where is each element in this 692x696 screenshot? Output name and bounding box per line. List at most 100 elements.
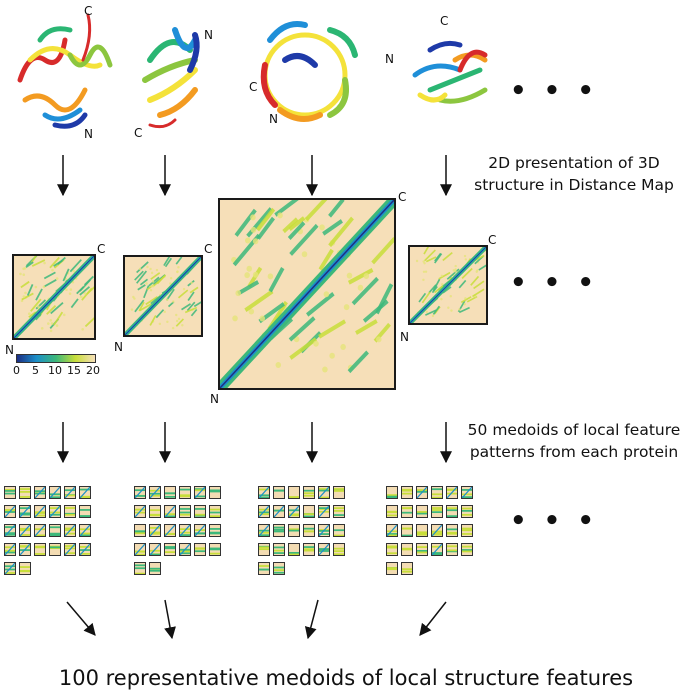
medoid-tile [79, 543, 91, 556]
medoid-tile [288, 543, 300, 556]
medoid-tile [179, 543, 191, 556]
medoid-tile [386, 524, 398, 537]
medoid-tile [258, 562, 270, 575]
medoid-tile [273, 543, 285, 556]
medoid-tile [209, 486, 221, 499]
distance-map-3 [218, 198, 396, 390]
medoid-tile [49, 524, 61, 537]
medoid-tile [318, 524, 330, 537]
medoid-tile [273, 505, 285, 518]
ellipsis-row-3: • • • [510, 506, 598, 536]
medoid-tile [194, 524, 206, 537]
medoid-tile [49, 486, 61, 499]
medoid-tile [446, 524, 458, 537]
caption-medoids: 50 medoids of local feature patterns fro… [467, 421, 681, 461]
medoid-tile [179, 524, 191, 537]
medoid-tile [4, 505, 16, 518]
medoid-grid-3 [258, 486, 354, 580]
medoid-tile [209, 543, 221, 556]
medoid-tile [416, 524, 428, 537]
medoid-tile [333, 524, 345, 537]
medoid-tile [79, 505, 91, 518]
medoid-tile [4, 562, 16, 575]
colorbar-tick: 10 [48, 364, 62, 377]
medoid-tile [431, 543, 443, 556]
medoid-tile [273, 486, 285, 499]
medoid-tile [386, 543, 398, 556]
medoid-tile [401, 524, 413, 537]
medoid-tile [149, 505, 161, 518]
medoid-tile [64, 486, 76, 499]
protein-2-ribbon [142, 27, 200, 129]
medoid-tile [4, 543, 16, 556]
map-1-n-label: N [5, 343, 14, 357]
caption-distance-map: 2D presentation of 3D structure in Dista… [474, 154, 674, 194]
final-caption: 100 representative medoids of local stru… [58, 666, 634, 690]
distance-map-2 [123, 255, 203, 337]
medoid-tile [134, 524, 146, 537]
medoid-tile [164, 543, 176, 556]
medoid-tile [446, 543, 458, 556]
medoid-tile [416, 505, 428, 518]
medoid-tile [386, 505, 398, 518]
medoid-tile [273, 524, 285, 537]
colorbar-tick: 20 [86, 364, 100, 377]
medoid-tile [134, 543, 146, 556]
protein-3-n-label: N [269, 112, 278, 126]
map-1-c-label: C [97, 242, 106, 256]
medoid-tile [273, 562, 285, 575]
medoid-tile [333, 543, 345, 556]
medoid-tile [318, 486, 330, 499]
medoid-tile [401, 505, 413, 518]
map-4-c-label: C [488, 233, 497, 247]
medoid-tile [194, 486, 206, 499]
protein-2-c-label: C [134, 126, 143, 140]
medoid-tile [303, 505, 315, 518]
medoid-tile [79, 524, 91, 537]
medoid-tile [19, 562, 31, 575]
medoid-tile [333, 486, 345, 499]
colorbar-tick: 15 [67, 364, 81, 377]
medoid-tile [288, 505, 300, 518]
map-3-c-label: C [398, 190, 407, 204]
medoid-tile [209, 505, 221, 518]
medoid-tile [64, 505, 76, 518]
medoid-tile [258, 543, 270, 556]
medoid-tile [194, 543, 206, 556]
ellipsis-row-1: • • • [510, 76, 598, 106]
medoid-tile [34, 505, 46, 518]
medoid-tile [149, 562, 161, 575]
medoid-tile [4, 524, 16, 537]
colorbar-tick: 5 [32, 364, 39, 377]
medoid-tile [416, 543, 428, 556]
arrow-diag-3 [304, 599, 319, 640]
colorbar-tick: 0 [13, 364, 20, 377]
medoid-grid-2 [134, 486, 230, 580]
medoid-tile [446, 505, 458, 518]
medoid-tile [401, 562, 413, 575]
medoid-tile [386, 486, 398, 499]
ellipsis-row-2: • • • [510, 268, 598, 298]
map-4-n-label: N [400, 330, 409, 344]
protein-1-n-label: N [84, 127, 93, 141]
medoid-tile [431, 486, 443, 499]
medoid-tile [461, 524, 473, 537]
medoid-tile [303, 543, 315, 556]
medoid-tile [19, 524, 31, 537]
medoid-tile [149, 524, 161, 537]
medoid-tile [333, 505, 345, 518]
protein-3-c-label: C [249, 80, 258, 94]
protein-structures [17, 13, 488, 129]
medoid-grid-1 [4, 486, 100, 580]
medoid-tile [34, 543, 46, 556]
medoid-tile [64, 543, 76, 556]
medoid-tile [64, 524, 76, 537]
medoid-tile [179, 486, 191, 499]
arrow-diag-1 [66, 601, 96, 636]
arrow-diag-2 [164, 599, 176, 640]
medoid-tile [49, 505, 61, 518]
medoid-tile [164, 524, 176, 537]
medoid-tile [401, 543, 413, 556]
medoid-tile [386, 562, 398, 575]
medoid-tile [134, 562, 146, 575]
